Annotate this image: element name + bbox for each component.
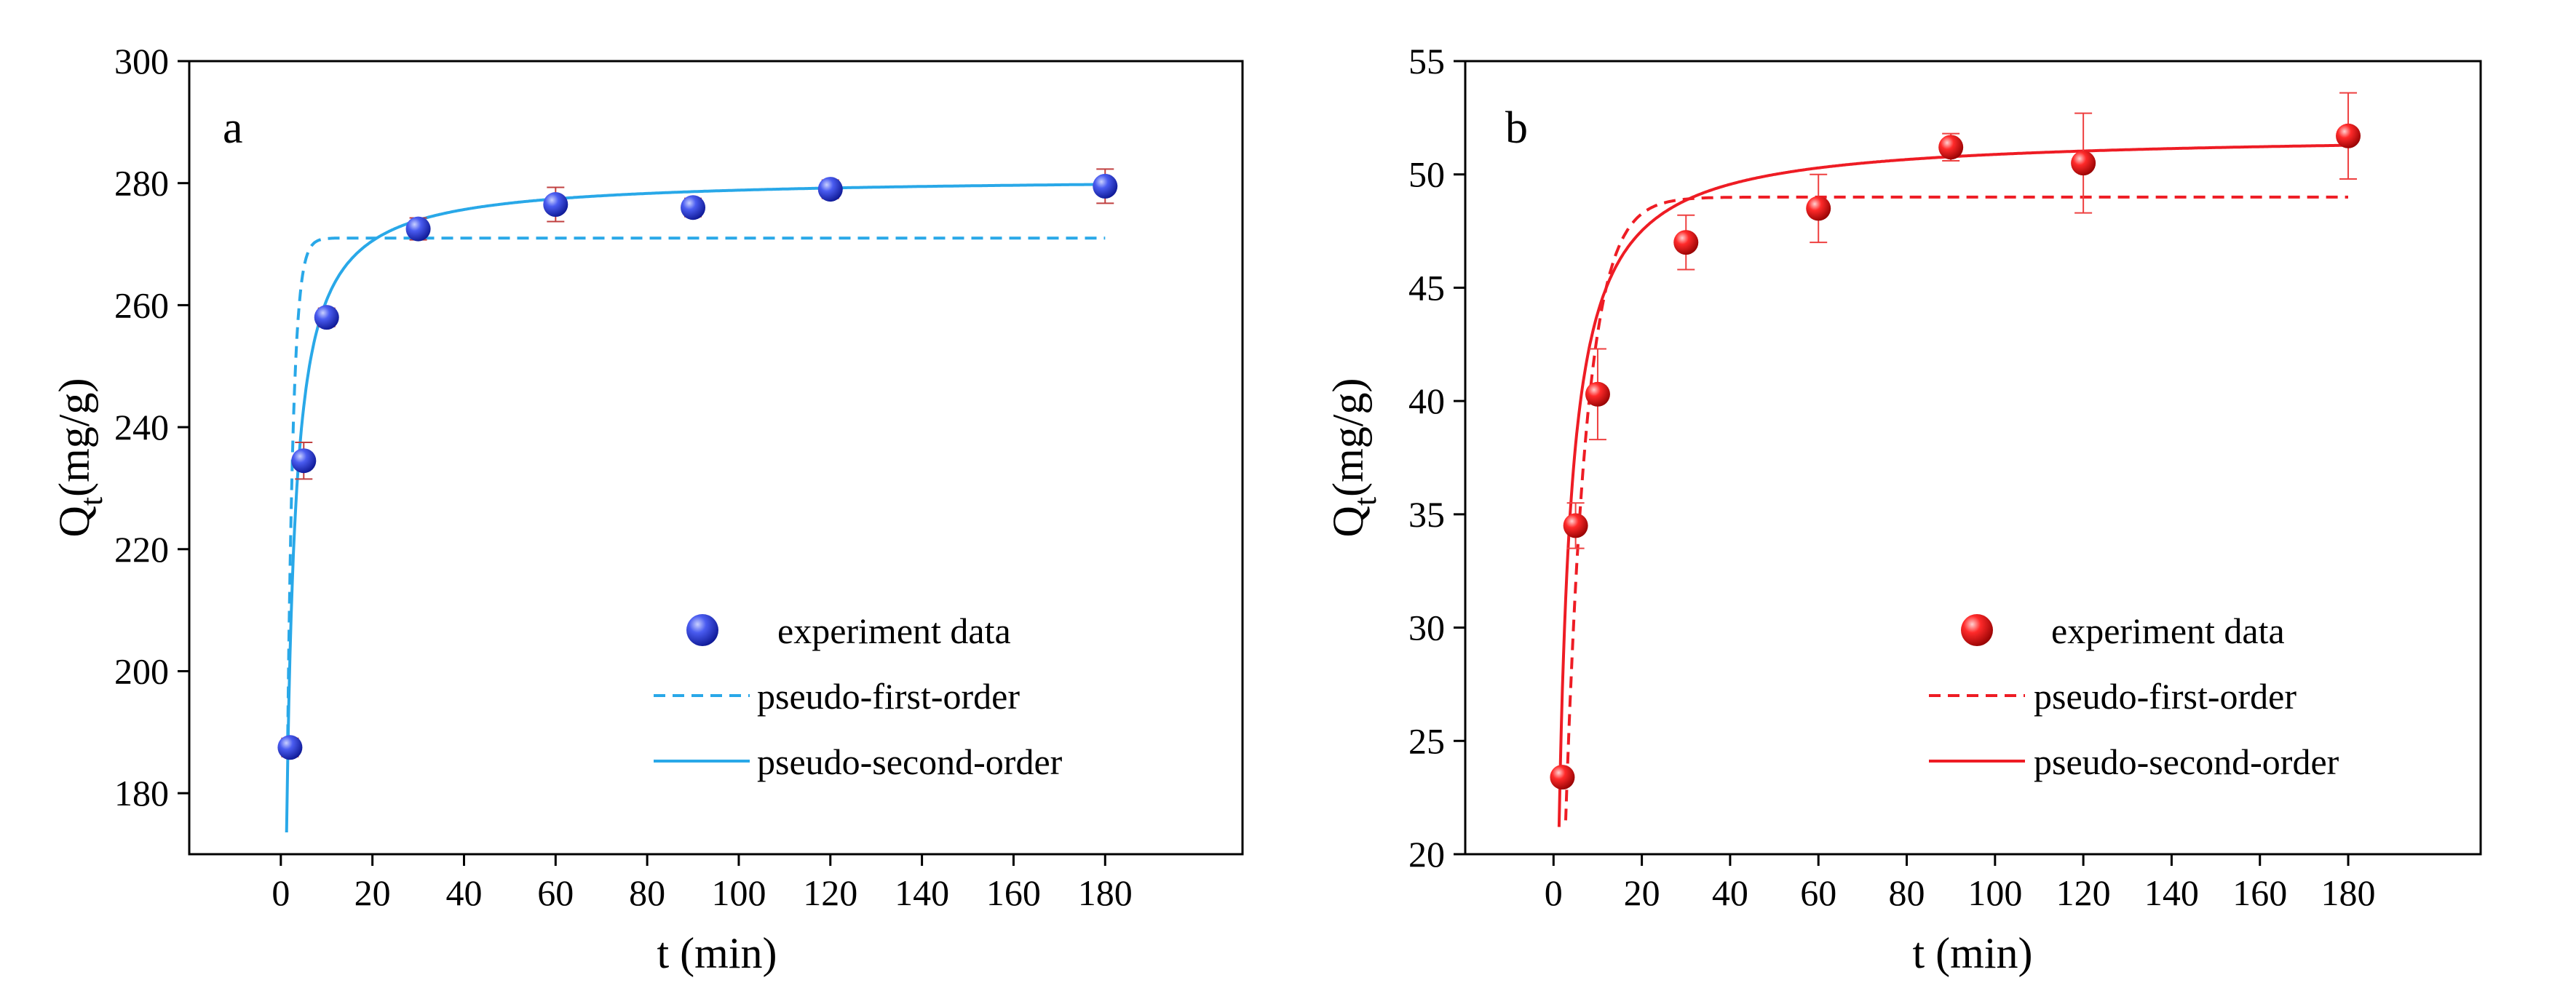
- x-tick-label: 160: [986, 872, 1041, 913]
- data-point: [1673, 230, 1699, 255]
- y-tick-label: 45: [1408, 267, 1445, 308]
- panel-b: 0 20 40 60 80 100 120 140 160 180 20 25 30 35 40 45 50 55…: [1324, 41, 2482, 977]
- y-tick-label: 280: [114, 163, 169, 204]
- data-point: [277, 735, 303, 760]
- panel-label: a: [223, 103, 243, 153]
- data-point: [2071, 151, 2096, 176]
- plot-frame: [188, 60, 1244, 856]
- panel-label: b: [1505, 103, 1528, 153]
- x-tick-label: 80: [1889, 872, 1925, 913]
- data-point: [1563, 513, 1588, 538]
- y-tick-label: 180: [114, 773, 169, 813]
- y-tick-label: 300: [114, 41, 169, 81]
- y-tick-label: 50: [1408, 154, 1445, 195]
- x-tick-label: 180: [1078, 872, 1133, 913]
- y-axis-title-sub: t: [1347, 497, 1383, 506]
- x-tick-label: 20: [354, 872, 391, 913]
- data-point: [1550, 765, 1575, 790]
- legend-marker-experiment: [1961, 614, 1993, 646]
- legend-label-experiment: experiment data: [777, 610, 1011, 651]
- x-tick-label: 140: [895, 872, 949, 913]
- legend-label-pfo: pseudo-first-order: [2034, 676, 2296, 717]
- y-tick-label: 40: [1408, 381, 1445, 421]
- legend: experiment data pseudo-first-order pseud…: [654, 610, 1063, 782]
- data-point: [314, 305, 339, 330]
- legend-label-experiment: experiment data: [2051, 610, 2285, 651]
- legend-label-pfo: pseudo-first-order: [757, 676, 1020, 717]
- legend: experiment data pseudo-first-order pseud…: [1929, 610, 2339, 782]
- data-point: [1093, 173, 1118, 199]
- data-point: [1585, 381, 1610, 407]
- y-axis-title-unit: (mg/g): [50, 378, 98, 497]
- x-tick-label: 120: [803, 872, 857, 913]
- pfo-curve: [286, 236, 1106, 736]
- y-tick-label: 35: [1408, 494, 1445, 535]
- data-point: [681, 195, 706, 220]
- pfo-curve: [1564, 195, 2348, 821]
- x-axis-title: t (min): [657, 929, 777, 977]
- legend-label-pso: pseudo-second-order: [757, 741, 1063, 782]
- x-tick-label: 0: [272, 872, 290, 913]
- y-tick-label: 25: [1408, 720, 1445, 761]
- y-axis-title: Qt(mg/g): [50, 378, 109, 538]
- y-tick-label: 200: [114, 650, 169, 691]
- x-tick-label: 100: [1967, 872, 2022, 913]
- plot-frame: [1464, 60, 2482, 856]
- panel-a: 0 20 40 60 80 100 120 140 160 180 180 200 220 240 260 2…: [50, 41, 1244, 977]
- legend-label-pso: pseudo-second-order: [2034, 741, 2339, 782]
- y-axis-title: Qt(mg/g): [1324, 378, 1383, 538]
- y-tick-label: 220: [114, 529, 169, 570]
- legend-marker-experiment: [686, 614, 718, 646]
- data-point: [817, 177, 843, 202]
- x-tick-label: 120: [2056, 872, 2111, 913]
- x-tick-label: 160: [2232, 872, 2287, 913]
- data-point: [1806, 196, 1831, 221]
- x-tick-label: 80: [629, 872, 665, 913]
- x-tick-label: 40: [445, 872, 482, 913]
- x-tick-label: 180: [2321, 872, 2376, 913]
- data-point: [543, 192, 568, 218]
- x-tick-label: 100: [711, 872, 766, 913]
- data-point: [291, 448, 317, 474]
- y-tick-label: 260: [114, 284, 169, 325]
- y-tick-label: 55: [1408, 41, 1445, 81]
- x-axis-title: t (min): [1913, 929, 2033, 977]
- y-axis-title-main: Q: [1324, 506, 1372, 537]
- x-tick-label: 60: [537, 872, 574, 913]
- y-axis-title-sub: t: [74, 497, 109, 506]
- y-axis-title-main: Q: [50, 506, 98, 537]
- x-tick-label: 140: [2144, 872, 2199, 913]
- data-point: [1938, 135, 1964, 160]
- x-tick-label: 40: [1712, 872, 1748, 913]
- x-tick-label: 60: [1800, 872, 1836, 913]
- data-point: [405, 216, 431, 242]
- pso-curve: [285, 183, 1106, 833]
- y-tick-label: 20: [1408, 834, 1445, 875]
- x-tick-label: 20: [1624, 872, 1660, 913]
- x-tick-label: 0: [1545, 872, 1563, 913]
- y-tick-label: 30: [1408, 608, 1445, 648]
- y-tick-label: 240: [114, 407, 169, 447]
- y-axis-title-unit: (mg/g): [1324, 378, 1372, 497]
- data-point: [2336, 123, 2361, 148]
